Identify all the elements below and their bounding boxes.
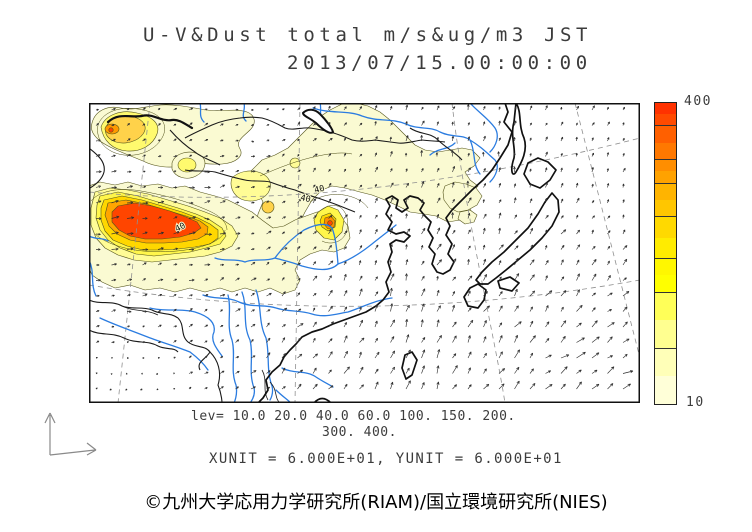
- colorbar-max-label: 400: [684, 94, 712, 109]
- contour-label: 40: [313, 184, 325, 196]
- colorbar-band: [655, 259, 676, 276]
- dust-core-west: [111, 202, 202, 240]
- colorbar-band: [655, 292, 676, 321]
- river-yellow: [274, 223, 339, 271]
- colorbar-bands: [655, 103, 676, 404]
- contour-levels-text-line1: lev= 10.0 20.0 40.0 60.0 100. 150. 200.: [191, 409, 516, 424]
- island-taiwan: [401, 351, 418, 380]
- map-canvas: 40 40 40: [89, 103, 640, 403]
- colorbar-band: [655, 103, 676, 115]
- colorbar-band: [655, 171, 676, 184]
- island-hokkaido: [523, 157, 557, 189]
- dust-core-northwest: [108, 127, 114, 133]
- colorbar-band: [655, 275, 676, 293]
- plot-title-line1: U-V&Dust total m/s&ug/m3 JST: [143, 24, 593, 46]
- map-frame: [89, 103, 640, 403]
- colorbar-band: [655, 114, 676, 127]
- border-russia-mongolia: [184, 116, 446, 144]
- border-china-mongolia: [184, 169, 356, 213]
- dust-contour-layer: [89, 103, 483, 295]
- colorbar-band: [655, 126, 676, 143]
- lake-baikal: [301, 108, 335, 134]
- contour-label: 40: [299, 193, 311, 205]
- wind-vector-layer: [95, 104, 634, 391]
- island-shikoku: [497, 276, 520, 292]
- colorbar-band: [655, 348, 676, 377]
- contour-levels-text-line2: 300. 400.: [322, 425, 397, 440]
- river-amur: [312, 107, 498, 183]
- colorbar: [654, 102, 677, 405]
- grid-units-text: XUNIT = 6.000E+01, YUNIT = 6.000E+01: [209, 451, 563, 467]
- dust-core-north-china: [327, 220, 333, 226]
- copyright-text: ©九州大学応用力学研究所(RIAM)/国立環境研究所(NIES): [144, 492, 608, 513]
- border-kazakh-squiggle: [106, 114, 194, 130]
- colorbar-band: [655, 142, 676, 161]
- colorbar-band: [655, 160, 676, 172]
- plot-title-timestamp: 2013/07/15.00:00:00: [287, 52, 592, 74]
- island-honshu: [475, 192, 560, 285]
- axis-arrows-icon: [44, 412, 97, 456]
- colorbar-band: [655, 320, 676, 349]
- colorbar-min-label: 10: [686, 395, 705, 410]
- island-kyushu: [463, 283, 487, 309]
- colorbar-band: [655, 217, 676, 238]
- colorbar-band: [655, 199, 676, 218]
- colorbar-band: [655, 183, 676, 200]
- dust-region-mongolia: [246, 103, 481, 241]
- dust-region-korea: [442, 181, 483, 225]
- colorbar-band: [655, 237, 676, 260]
- colorbar-band: [655, 376, 676, 404]
- island-sakhalin: [510, 103, 527, 175]
